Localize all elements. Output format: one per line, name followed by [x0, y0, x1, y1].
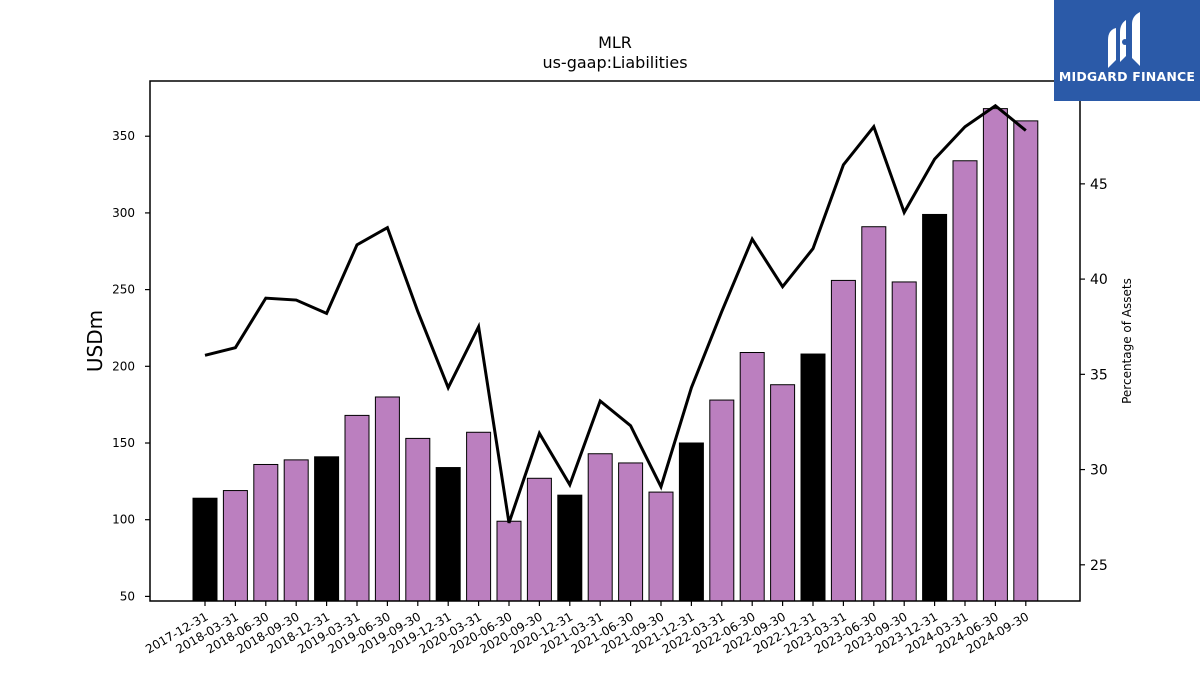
- chart-title: MLR: [598, 33, 632, 52]
- bar-2021-03-31: [587, 453, 613, 602]
- bar-2024-03-31: [952, 160, 978, 602]
- bar-2019-03-31: [344, 414, 370, 602]
- bar-2020-12-31: [557, 494, 583, 602]
- bar-2022-12-31: [800, 353, 826, 602]
- y-tick-label: 350: [112, 129, 135, 143]
- bar-2020-03-31: [466, 431, 492, 602]
- bar-2024-09-30: [1013, 120, 1039, 602]
- bar-2020-06-30: [496, 520, 522, 602]
- bar-2022-09-30: [770, 384, 796, 602]
- bar-2019-06-30: [374, 396, 400, 602]
- y-tick-label: 200: [112, 359, 135, 373]
- line-series: [204, 103, 1027, 524]
- y-tick-label: 300: [112, 206, 135, 220]
- bar-series: [192, 108, 1039, 602]
- bar-2023-06-30: [861, 226, 887, 602]
- y2-axis-ticks: 25 30 35 40 45: [1080, 177, 1108, 574]
- bar-2019-09-30: [405, 437, 431, 602]
- bar-2018-12-31: [314, 456, 340, 602]
- y-tick-label: 50: [120, 589, 135, 603]
- bar-2024-06-30: [982, 108, 1008, 602]
- logo-mark-icon: [1108, 12, 1140, 68]
- y-axis-ticks: 50 100 150 200 250 300 350: [112, 129, 150, 603]
- percentage-line: [204, 103, 1027, 524]
- bar-2019-12-31: [435, 467, 461, 602]
- y2-tick-label: 40: [1090, 272, 1108, 288]
- y-tick-label: 150: [112, 436, 135, 450]
- y-tick-label: 100: [112, 513, 135, 527]
- bar-2017-12-31: [192, 497, 218, 602]
- y-axis-label: USDm: [83, 310, 107, 372]
- y2-tick-label: 45: [1090, 177, 1108, 193]
- bar-2018-09-30: [283, 459, 309, 602]
- y2-axis-label: Percentage of Assets: [1120, 278, 1134, 404]
- logo-text: MIDGARD FINANCE: [1058, 69, 1196, 84]
- y2-tick-label: 30: [1090, 463, 1108, 479]
- bar-2022-03-31: [709, 399, 735, 602]
- y-tick-label: 250: [112, 283, 135, 297]
- y2-tick-label: 25: [1090, 558, 1108, 574]
- bar-2023-09-30: [891, 281, 917, 602]
- bar-2022-06-30: [739, 352, 765, 602]
- plot-frame: [149, 80, 1081, 602]
- brand-logo: MIDGARD FINANCE: [1054, 0, 1200, 101]
- chart-subtitle: us-gaap:Liabilities: [542, 53, 687, 72]
- bar-2021-06-30: [618, 462, 644, 602]
- bar-2021-12-31: [678, 442, 704, 602]
- bar-2021-09-30: [648, 491, 674, 602]
- bar-2023-03-31: [830, 279, 856, 602]
- bar-2023-12-31: [922, 213, 948, 602]
- bar-2020-09-30: [526, 477, 552, 602]
- bar-2018-06-30: [253, 463, 279, 602]
- y2-tick-label: 35: [1090, 367, 1108, 383]
- bar-2018-03-31: [222, 490, 248, 602]
- x-axis-ticks: 2017-12-312018-03-312018-06-302018-09-30…: [143, 601, 1031, 656]
